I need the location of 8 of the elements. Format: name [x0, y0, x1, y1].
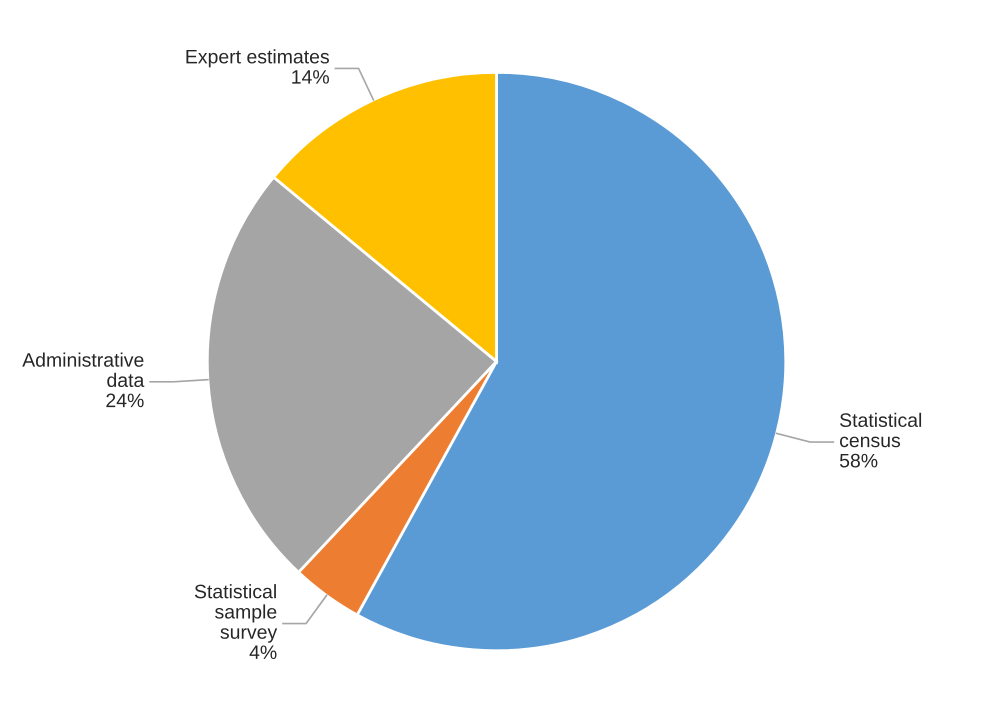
slice-label: Statistical sample survey — [194, 584, 278, 643]
data-label: 14% — [292, 70, 329, 84]
slice-label: Expert estimates — [186, 49, 329, 68]
slice-label: Administrative data — [22, 352, 144, 388]
slice-label: Statistical census — [840, 412, 922, 448]
data-label: 4% — [250, 645, 276, 660]
data-label: 24% — [106, 394, 144, 408]
data-label: 58% — [840, 454, 878, 468]
